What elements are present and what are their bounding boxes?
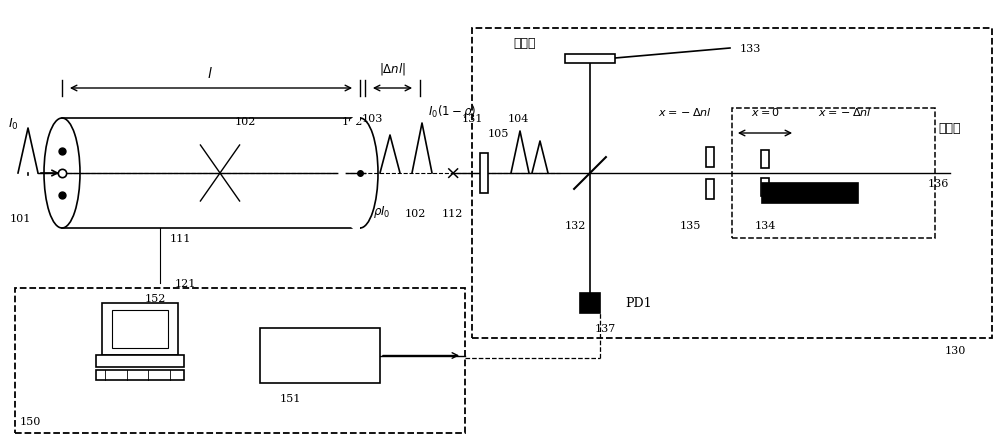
Text: SPU: SPU (304, 349, 336, 363)
Text: $x=-\Delta nl$: $x=-\Delta nl$ (818, 106, 872, 118)
Bar (480, 154, 488, 194)
Bar (706, 180, 714, 200)
Text: $\rho I_0$: $\rho I_0$ (373, 204, 391, 219)
Text: 132: 132 (564, 220, 586, 230)
Text: 101: 101 (9, 213, 31, 223)
Text: 固定臂: 固定臂 (514, 37, 536, 50)
Text: $l$: $l$ (207, 66, 213, 81)
Text: 136: 136 (927, 179, 949, 189)
Text: 111: 111 (169, 233, 191, 244)
Text: 151: 151 (279, 393, 301, 403)
Text: 130: 130 (944, 345, 966, 355)
Bar (112, 310, 168, 348)
Text: 137: 137 (594, 323, 616, 333)
Text: 150: 150 (19, 416, 41, 426)
Text: 131: 131 (461, 114, 483, 124)
Bar (580, 293, 600, 313)
Text: 105: 105 (487, 129, 509, 139)
Text: 121: 121 (175, 279, 196, 288)
Text: 135: 135 (679, 220, 701, 230)
Text: PD1: PD1 (625, 297, 652, 310)
Text: 扫描臂: 扫描臂 (938, 122, 961, 135)
Text: ×: × (444, 165, 460, 183)
Text: 102: 102 (234, 117, 256, 127)
Text: 133: 133 (739, 44, 761, 54)
Text: $I_0(1-\rho)$: $I_0(1-\rho)$ (428, 103, 477, 120)
Text: $|\Delta nl|$: $|\Delta nl|$ (379, 61, 407, 77)
Text: 104: 104 (507, 114, 529, 124)
Bar (762, 184, 858, 204)
Bar (565, 55, 615, 64)
Text: 152: 152 (144, 293, 166, 303)
Text: 102: 102 (404, 208, 426, 219)
Bar (260, 328, 380, 383)
Text: 102: 102 (341, 117, 363, 127)
Bar (761, 151, 769, 169)
Bar (706, 148, 714, 168)
Bar (102, 303, 178, 355)
Text: $I_0$: $I_0$ (8, 116, 18, 131)
Text: 103: 103 (361, 114, 383, 124)
Bar (96, 370, 184, 380)
Text: 134: 134 (754, 220, 776, 230)
Text: $x=-\Delta nl$: $x=-\Delta nl$ (658, 106, 712, 118)
Bar (761, 179, 769, 197)
Text: 112: 112 (441, 208, 463, 219)
Bar (96, 355, 184, 367)
Text: $x=0$: $x=0$ (751, 106, 779, 118)
